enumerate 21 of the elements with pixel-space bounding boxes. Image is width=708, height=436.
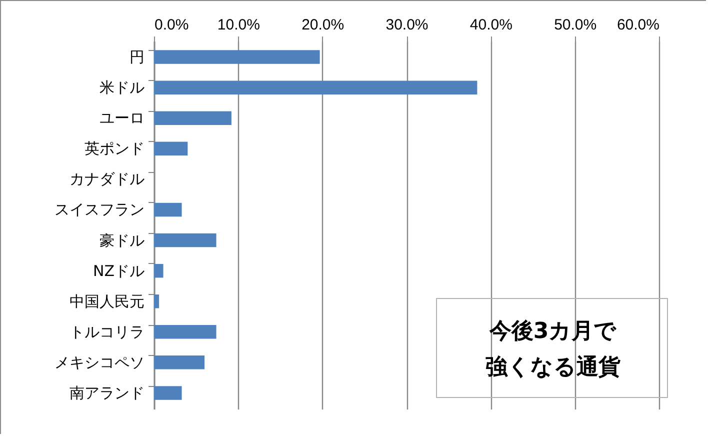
y-tick-label: 豪ドル [100,231,144,250]
x-tick-label: 10.0% [217,16,260,34]
y-tick-label: 中国人民元 [70,292,144,310]
x-tick-label: 50.0% [554,16,597,34]
x-tick-label: 40.0% [470,16,512,34]
y-tick-label: 円 [130,48,144,66]
y-tick-label: ユーロ [100,109,144,128]
x-tick-label: 60.0% [616,16,660,34]
x-tick-label: 30.0% [386,16,428,34]
y-tick-label: NZドル [93,262,144,280]
annotation: 強くなる通貨 [486,355,620,380]
y-tick-label: 米ドル [100,78,144,97]
y-tick-label: 英ポンド [84,140,144,158]
x-tick-label: 20.0% [302,16,344,34]
y-tick-label: 南アランド [70,384,144,402]
y-tick-label: スイスフラン [54,200,144,219]
annotation: 今後3カ月で [488,319,617,344]
y-tick-label: メキシコペソ [54,353,144,372]
y-tick-label: トルコリラ [70,322,144,341]
y-tick-label: カナダドル [70,170,144,188]
x-tick-label: 0.0% [154,16,189,34]
